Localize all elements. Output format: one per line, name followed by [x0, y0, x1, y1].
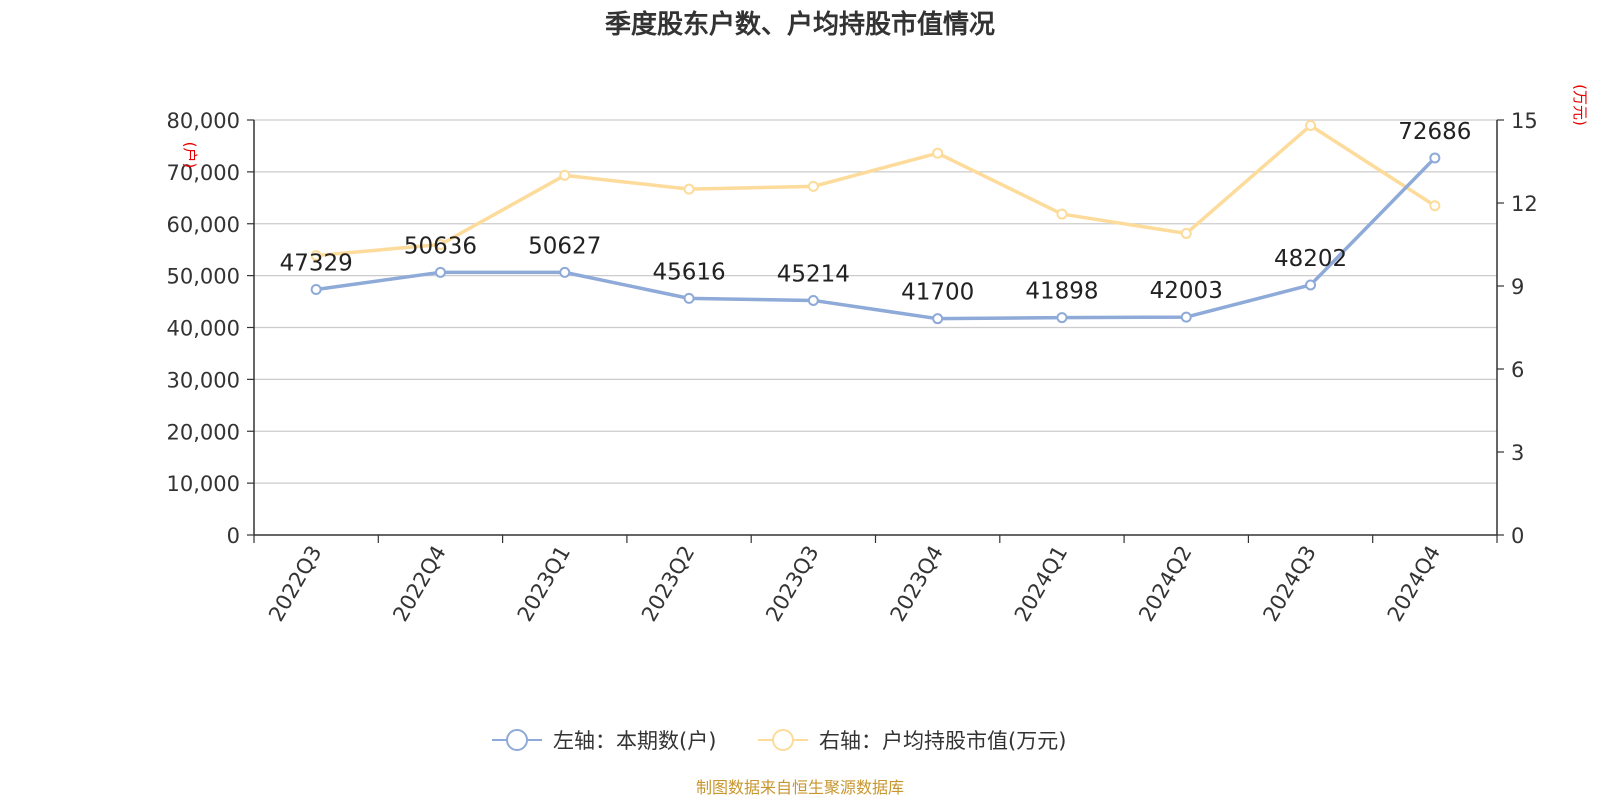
- left-axis-tick-label: 40,000: [167, 317, 240, 341]
- x-axis-tick-label: 2023Q1: [513, 542, 575, 626]
- data-point-left: [310, 283, 322, 295]
- axes: 0 10,000 20,000 30,000 40,000 50,000 60,000 70,…: [167, 109, 1538, 626]
- data-point-right: [683, 183, 695, 195]
- right-axis-tick-label: 6: [1511, 358, 1524, 382]
- data-point-right: [807, 180, 819, 192]
- data-label: 48202: [1274, 246, 1347, 272]
- left-axis-tick-label: 0: [227, 524, 240, 548]
- x-axis-tick-label: 2023Q2: [637, 542, 699, 626]
- left-axis-tick-label: 30,000: [167, 368, 240, 392]
- source-note: 制图数据来自恒生聚源数据库: [696, 778, 904, 797]
- x-axis-tick-label: 2024Q2: [1134, 542, 1196, 626]
- data-point-left: [1429, 152, 1441, 164]
- data-label: 45214: [777, 261, 850, 287]
- data-label: 41700: [901, 280, 974, 306]
- right-axis-tick-label: 3: [1511, 441, 1524, 465]
- data-label: 42003: [1150, 278, 1223, 304]
- series-line-left: [315, 156, 1437, 321]
- legend-item-households[interactable]: 左轴：本期数(户): [492, 729, 716, 753]
- right-axis-tick-label: 0: [1511, 524, 1524, 548]
- left-axis-tick-label: 80,000: [167, 109, 240, 133]
- x-axis-tick-label: 2022Q4: [388, 542, 450, 626]
- data-point-left: [1056, 312, 1068, 324]
- x-axis-tick-label: 2022Q3: [264, 542, 326, 626]
- data-point-left: [559, 266, 571, 278]
- data-label: 45616: [652, 259, 725, 285]
- series-line-right: [315, 123, 1436, 258]
- data-point-right: [1305, 120, 1317, 132]
- x-axis-tick-label: 2024Q4: [1383, 542, 1445, 626]
- data-point-right: [434, 239, 446, 250]
- left-axis-tick-label: 50,000: [167, 265, 240, 289]
- legend-label-households: 左轴：本期数(户): [553, 729, 716, 753]
- data-point-right: [559, 169, 571, 181]
- data-label: 50627: [528, 233, 601, 259]
- data-point-right: [1180, 227, 1192, 239]
- data-point-right: [1056, 208, 1068, 220]
- grid-lines: [254, 119, 1497, 484]
- data-point-left: [807, 294, 819, 306]
- data-point-left: [932, 313, 944, 325]
- chart-title: 季度股东户数、户均持股市值情况: [605, 9, 995, 40]
- left-axis-tick-label: 10,000: [167, 472, 240, 496]
- legend-label-avg-holding-value: 右轴：户均持股市值(万元): [819, 729, 1066, 753]
- x-axis-tick-label: 2024Q1: [1010, 542, 1072, 626]
- data-point-right: [310, 250, 322, 262]
- left-axis-tick-label: 20,000: [167, 420, 240, 444]
- data-label: 72686: [1398, 119, 1471, 145]
- data-point-left: [1180, 311, 1192, 323]
- x-axis-tick-label: 2023Q4: [886, 542, 948, 626]
- data-point-left: [434, 266, 446, 278]
- right-axis-tick-label: 9: [1511, 275, 1524, 299]
- data-label: 47329: [280, 250, 353, 276]
- legend-item-avg-holding-value[interactable]: 右轴：户均持股市值(万元): [758, 729, 1066, 753]
- x-axis-tick-label: 2023Q3: [761, 542, 823, 626]
- right-axis-tick-label: 15: [1511, 109, 1538, 133]
- left-axis-tick-label: 60,000: [167, 213, 240, 237]
- left-axis-unit-label: (户): [181, 142, 199, 169]
- data-label: 50636: [404, 233, 477, 259]
- right-axis-unit-label: (万元): [1571, 84, 1589, 126]
- right-axis-tick-label: 12: [1511, 192, 1538, 216]
- data-point-left: [683, 292, 695, 304]
- data-labels: 47329 50636 50627 45616 45214 41700 41898 42003…: [280, 119, 1472, 306]
- data-label: 41898: [1025, 279, 1098, 305]
- series-lines: [310, 120, 1441, 325]
- legend[interactable]: 左轴：本期数(户) 右轴：户均持股市值(万元): [492, 729, 1066, 753]
- data-point-left: [1305, 279, 1317, 291]
- data-point-right: [932, 147, 944, 159]
- data-point-right: [1429, 200, 1441, 212]
- left-axis-tick-label: 70,000: [167, 161, 240, 185]
- x-axis-tick-label: 2024Q3: [1258, 542, 1320, 626]
